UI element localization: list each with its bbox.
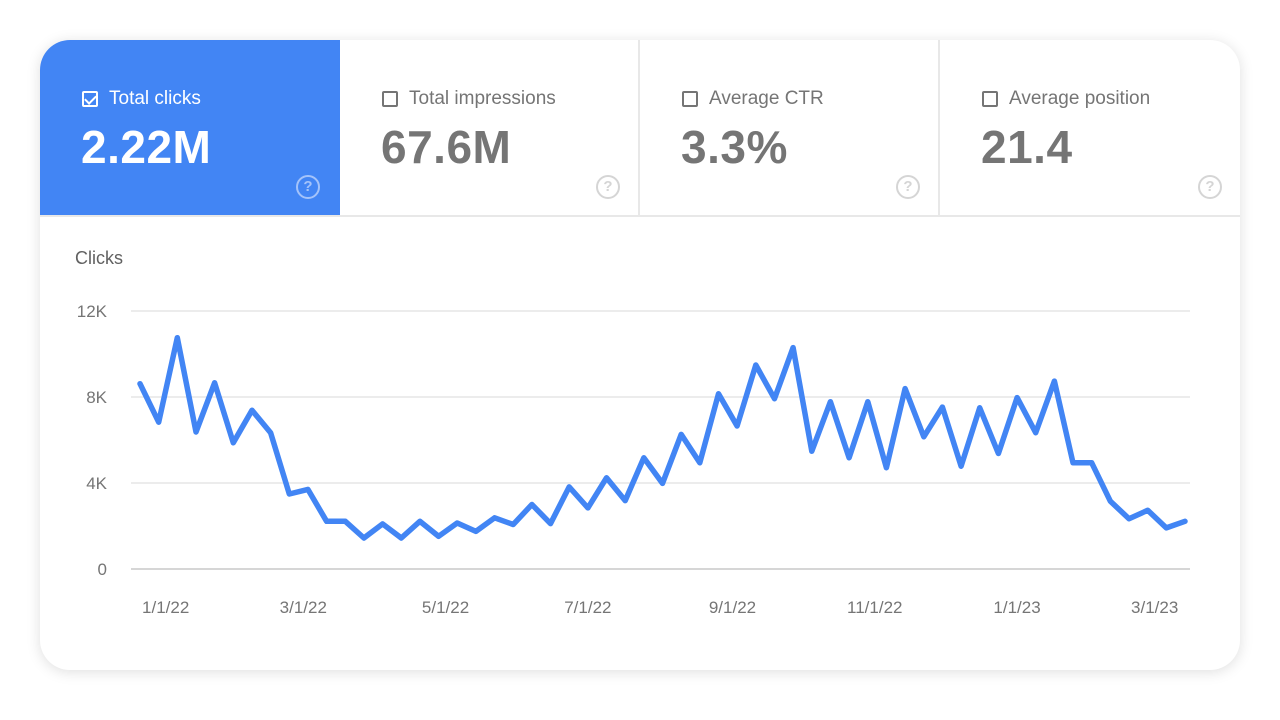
- metric-value: 3.3%: [681, 121, 788, 173]
- help-circle-icon[interactable]: ?: [596, 175, 620, 199]
- metric-tiles: Total clicks 2.22M ? Total impressions 6…: [40, 40, 1240, 217]
- x-tick-label: 3/1/22: [280, 598, 327, 617]
- y-tick-label: 12K: [77, 302, 108, 321]
- help-circle-icon[interactable]: ?: [296, 175, 320, 199]
- metric-label: Average position: [1009, 88, 1151, 109]
- checkbox-unchecked-icon[interactable]: [682, 91, 698, 107]
- x-tick-label: 11/1/22: [847, 598, 902, 617]
- y-tick-label: 0: [98, 560, 107, 579]
- metric-label: Total clicks: [109, 88, 201, 109]
- checkbox-checked-icon[interactable]: [82, 91, 98, 107]
- metric-value: 21.4: [981, 121, 1073, 173]
- metric-header: Average position: [982, 88, 1150, 110]
- x-tick-label: 3/1/23: [1131, 598, 1178, 617]
- x-tick-label: 9/1/22: [709, 598, 756, 617]
- metric-label: Total impressions: [409, 88, 556, 109]
- x-tick-label: 1/1/23: [993, 598, 1040, 617]
- performance-card: Total clicks 2.22M ? Total impressions 6…: [40, 40, 1240, 670]
- help-circle-icon[interactable]: ?: [896, 175, 920, 199]
- metric-tile-average-position[interactable]: Average position 21.4 ?: [940, 40, 1240, 215]
- y-axis-title: Clicks: [75, 248, 123, 268]
- metric-tile-total-clicks[interactable]: Total clicks 2.22M ?: [40, 40, 340, 215]
- checkbox-unchecked-icon[interactable]: [982, 91, 998, 107]
- metric-header: Total clicks: [82, 88, 201, 110]
- metric-header: Total impressions: [382, 88, 556, 110]
- clicks-series-line: [137, 334, 1188, 541]
- x-tick-label: 5/1/22: [422, 598, 469, 617]
- x-tick-label: 1/1/22: [142, 598, 189, 617]
- metric-value: 2.22M: [81, 121, 212, 173]
- metric-header: Average CTR: [682, 88, 824, 110]
- y-tick-label: 8K: [86, 388, 107, 407]
- metric-label: Average CTR: [709, 88, 824, 109]
- metric-value: 67.6M: [381, 121, 512, 173]
- y-tick-label: 4K: [86, 474, 107, 493]
- x-tick-label: 7/1/22: [564, 598, 611, 617]
- metric-tile-total-impressions[interactable]: Total impressions 67.6M ?: [340, 40, 640, 215]
- help-circle-icon[interactable]: ?: [1198, 175, 1222, 199]
- checkbox-unchecked-icon[interactable]: [382, 91, 398, 107]
- metric-tile-average-ctr[interactable]: Average CTR 3.3% ?: [640, 40, 940, 215]
